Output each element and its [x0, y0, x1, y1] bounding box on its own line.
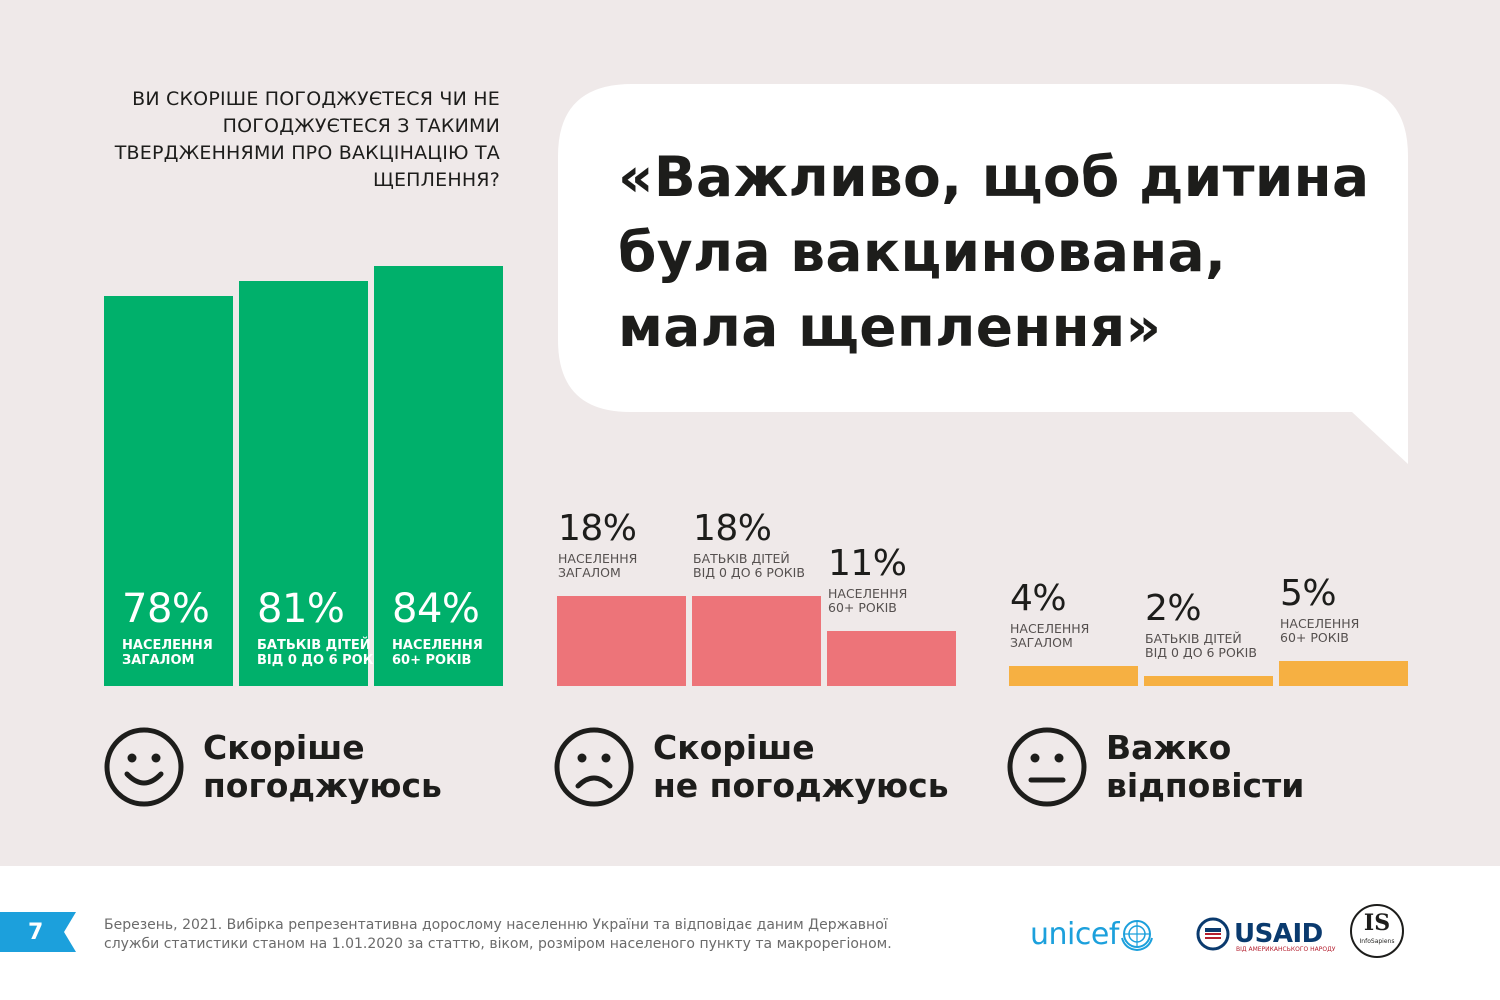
bar-category-line: БАТЬКІВ ДІТЕЙ: [257, 638, 371, 653]
sad-face-icon: [554, 727, 634, 807]
bar-category-line: ВІД 0 ДО 6 РОКІВ: [693, 565, 805, 580]
bar-agree-3: [374, 266, 503, 686]
legend-hard-line-1: Важко: [1106, 728, 1232, 767]
quote-text: «Важливо, щоб дитина була вакцинована, м…: [618, 140, 1378, 365]
infosapiens-logo: IS InfoSapiens: [1350, 904, 1404, 958]
legend-agree-label: Скоріше погоджуюсь: [203, 729, 442, 805]
bar-category-label: НАСЕЛЕННЯ 60+ РОКІВ: [828, 587, 907, 615]
bar-value-label: 5%: [1280, 573, 1337, 614]
bar-category-label: НАСЕЛЕННЯ ЗАГАЛОМ: [1010, 622, 1089, 650]
legend-agree: Скоріше погоджуюсь: [103, 726, 442, 808]
bar-category-line: НАСЕЛЕННЯ: [558, 551, 638, 566]
bar-value-label: 4%: [1010, 578, 1067, 619]
survey-question: ВИ СКОРІШЕ ПОГОДЖУЄТЕСЯ ЧИ НЕ ПОГОДЖУЄТЕ…: [114, 88, 500, 191]
bar-category-label: БАТЬКІВ ДІТЕЙ ВІД 0 ДО 6 РОКІВ: [257, 638, 388, 668]
bar-category-line: ЗАГАЛОМ: [1010, 635, 1073, 650]
bar-category-label: БАТЬКІВ ДІТЕЙ ВІД 0 ДО 6 РОКІВ: [1145, 632, 1257, 660]
bar-category-line: ВІД 0 ДО 6 РОКІВ: [257, 653, 389, 668]
bar-category-line: БАТЬКІВ ДІТЕЙ: [693, 551, 790, 566]
bar-value-label: 2%: [1145, 588, 1202, 629]
legend-disagree-line-2: не погоджуюсь: [653, 766, 949, 805]
bar-disagree-1: [557, 596, 686, 686]
legend-hard-line-2: відповісти: [1106, 766, 1305, 805]
bar-category-line: НАСЕЛЕННЯ: [392, 638, 483, 653]
bar-disagree-2: [692, 596, 821, 686]
bar-category-label: НАСЕЛЕННЯ 60+ РОКІВ: [1280, 617, 1359, 645]
bar-category-line: 60+ РОКІВ: [392, 653, 472, 668]
bar-hard-1: [1009, 666, 1138, 686]
bar-value-label: 81%: [257, 586, 345, 632]
legend-hard: Важко відповісти: [1006, 726, 1304, 808]
footer: [0, 866, 1500, 1000]
page-number: 7: [28, 920, 44, 945]
unicef-wordmark: unicef: [1030, 916, 1119, 952]
legend-agree-line-1: Скоріше: [203, 728, 365, 767]
usaid-wordmark: USAID: [1234, 919, 1323, 949]
bar-category-line: ВІД 0 ДО 6 РОКІВ: [1145, 645, 1257, 660]
legend-disagree: Скоріше не погоджуюсь: [553, 726, 949, 808]
bar-hard-2: [1144, 676, 1273, 686]
usaid-logo: USAID ВІД АМЕРИКАНСЬКОГО НАРОДУ: [1196, 912, 1335, 956]
bar-category-label: НАСЕЛЕННЯ 60+ РОКІВ: [392, 638, 483, 668]
quote-line-1: «Важливо, щоб дитина: [618, 145, 1370, 209]
neutral-face-icon: [1007, 727, 1087, 807]
bar-agree-1: [104, 296, 233, 686]
bar-hard-3: [1279, 661, 1408, 686]
bar-category-line: БАТЬКІВ ДІТЕЙ: [1145, 631, 1242, 646]
page-number-holder: 7: [0, 912, 76, 952]
quote-line-3: мала щеплення»: [618, 295, 1162, 359]
page-number-tab: [0, 912, 76, 952]
unicef-emblem-icon: [1120, 920, 1153, 952]
quote-line-2: була вакцинована,: [618, 220, 1227, 284]
bar-value-label: 18%: [558, 508, 637, 549]
bar-category-line: НАСЕЛЕННЯ: [828, 586, 908, 601]
bar-value-label: 78%: [122, 586, 210, 632]
footnote: Березень, 2021. Вибірка репрезентативна …: [104, 917, 892, 952]
bar-category-line: 60+ РОКІВ: [828, 600, 897, 615]
legend-disagree-line-1: Скоріше: [653, 728, 815, 767]
unicef-logo: unicef: [1030, 912, 1155, 956]
bar-category-line: НАСЕЛЕННЯ: [1280, 616, 1360, 631]
legend-agree-line-2: погоджуюсь: [203, 766, 442, 805]
bar-category-label: НАСЕЛЕННЯ ЗАГАЛОМ: [122, 638, 213, 668]
bar-category-line: ЗАГАЛОМ: [558, 565, 621, 580]
bar-value-label: 84%: [392, 586, 480, 632]
bar-disagree-3: [827, 631, 956, 686]
legend-hard-label: Важко відповісти: [1106, 729, 1304, 805]
bar-agree-2: [239, 281, 368, 686]
bar-category-label: НАСЕЛЕННЯ ЗАГАЛОМ: [558, 552, 637, 580]
bar-category-line: ЗАГАЛОМ: [122, 653, 195, 668]
bar-value-label: 11%: [828, 543, 907, 584]
usaid-tagline: ВІД АМЕРИКАНСЬКОГО НАРОДУ: [1236, 946, 1336, 953]
infosapiens-name: InfoSapiens: [1359, 938, 1395, 945]
smile-face-icon: [104, 727, 184, 807]
infosapiens-monogram: IS: [1363, 910, 1391, 936]
bar-category-line: НАСЕЛЕННЯ: [1010, 621, 1090, 636]
bar-category-label: БАТЬКІВ ДІТЕЙ ВІД 0 ДО 6 РОКІВ: [693, 552, 805, 580]
bar-category-line: НАСЕЛЕННЯ: [122, 638, 213, 653]
bar-value-label: 18%: [693, 508, 772, 549]
legend-disagree-label: Скоріше не погоджуюсь: [653, 729, 949, 805]
bar-category-line: 60+ РОКІВ: [1280, 630, 1349, 645]
usaid-seal-icon: [1196, 917, 1230, 951]
